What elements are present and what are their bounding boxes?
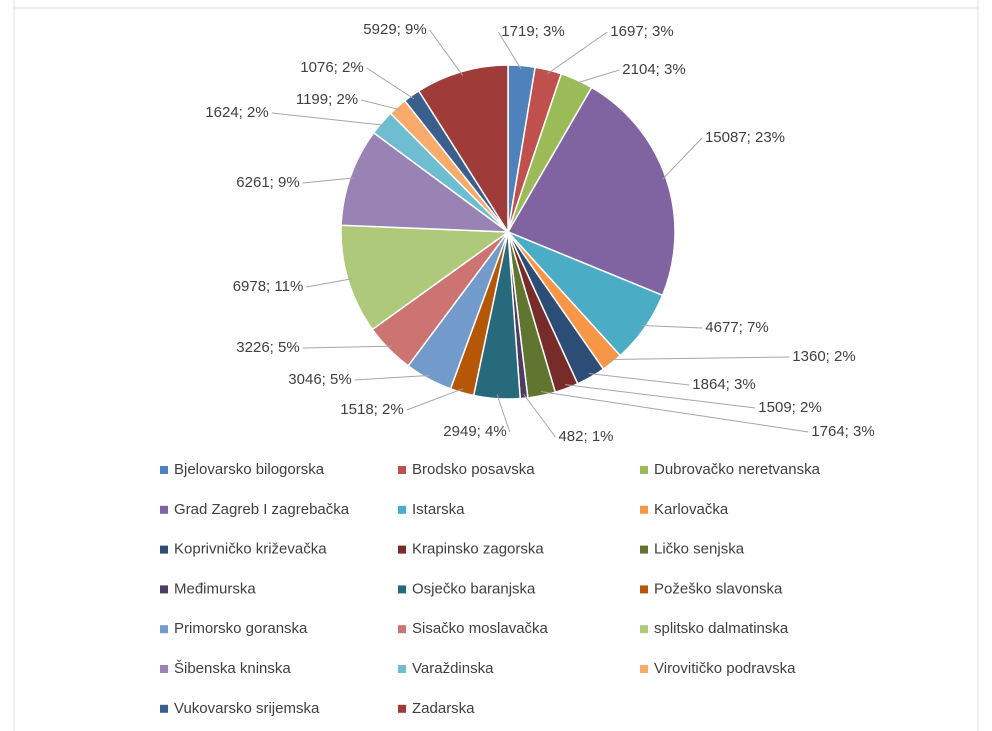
leader-line <box>302 345 392 349</box>
data-label: 4677; 7% <box>705 319 768 336</box>
legend-swatch <box>398 545 406 554</box>
legend-label: Varaždinska <box>412 660 494 677</box>
legend-label: Požeško slavonska <box>654 580 783 597</box>
legend-label: Vukovarsko srijemska <box>174 700 320 717</box>
legend-label: Dubrovačko neretvanska <box>654 461 821 478</box>
legend-label: Osječko baranjska <box>412 580 536 597</box>
legend-label: Koprivničko križevačka <box>174 541 327 558</box>
data-label: 6978; 11% <box>233 278 304 295</box>
data-label: 1864; 3% <box>692 376 755 393</box>
data-label: 5929; 9% <box>363 21 426 38</box>
pie-slice <box>417 64 509 235</box>
legend-swatch <box>398 625 406 634</box>
legend-swatch <box>640 585 648 594</box>
legend-swatch <box>398 665 406 673</box>
legend-swatch <box>398 466 406 474</box>
leader-line <box>496 394 511 433</box>
data-label: 1624; 2% <box>205 104 268 121</box>
data-label: 6261; 9% <box>236 174 299 191</box>
data-label: 2949; 4% <box>443 423 506 440</box>
legend-label: Krapinsko zagorska <box>412 541 544 558</box>
data-label: 1764; 3% <box>811 423 874 440</box>
legend-label: Virovitičko podravska <box>654 660 796 677</box>
leader-line <box>429 29 464 76</box>
leader-line <box>565 384 756 409</box>
data-label: 1199; 2% <box>296 91 358 108</box>
data-label: 482; 1% <box>558 428 613 445</box>
pie-slice <box>506 86 676 297</box>
legend-label: Ličko senjska <box>654 541 745 558</box>
leader-line <box>575 69 620 84</box>
legend-swatch <box>640 466 648 474</box>
data-label: 1509; 2% <box>758 399 821 416</box>
data-label: 1360; 2% <box>792 348 855 365</box>
legend-swatch <box>640 505 648 514</box>
data-label: 1518; 2% <box>340 401 403 418</box>
legend-swatch <box>640 665 648 673</box>
data-label: 1076; 2% <box>300 59 363 76</box>
legend-swatch <box>160 466 168 474</box>
legend-label: Istarska <box>412 501 465 518</box>
leader-line <box>547 31 608 75</box>
legend-swatch <box>160 585 168 594</box>
legend-label: Grad Zagreb I zagrebačka <box>174 501 350 518</box>
legend-label: Brodsko posavska <box>412 461 535 478</box>
leader-line <box>641 325 703 329</box>
leader-line <box>354 374 431 381</box>
legend-swatch <box>398 585 406 594</box>
data-label: 2104; 3% <box>622 61 685 78</box>
legend-label: Primorsko goranska <box>174 620 308 637</box>
leader-line <box>609 356 790 361</box>
legend-swatch <box>160 704 168 713</box>
legend-swatch <box>160 545 168 554</box>
pie-slice <box>340 131 511 233</box>
legend-swatch <box>160 665 168 673</box>
legend-swatch <box>640 625 648 634</box>
leader-line <box>497 31 522 70</box>
legend-label: Karlovačka <box>654 501 729 518</box>
leader-line <box>661 137 703 180</box>
legend-label: Zadarska <box>412 700 475 717</box>
leader-line <box>366 67 415 100</box>
leader-line <box>588 373 690 386</box>
data-label: 15087; 23% <box>705 129 785 146</box>
data-label: 3046; 5% <box>288 371 351 388</box>
data-label: 1697; 3% <box>610 23 673 40</box>
legend-swatch <box>640 545 648 554</box>
legend-label: Šibenska kninska <box>174 660 291 677</box>
legend-label: splitsko dalmatinska <box>654 620 789 637</box>
leader-line <box>540 391 809 433</box>
legend-swatch <box>160 505 168 514</box>
leader-line <box>361 99 401 111</box>
leader-line <box>406 388 464 411</box>
legend-label: Sisačko moslavačka <box>412 620 549 637</box>
leader-line <box>302 177 355 184</box>
leader-line <box>271 112 385 126</box>
leader-line <box>306 278 352 288</box>
legend-swatch <box>398 505 406 514</box>
data-label: 1719; 3% <box>501 23 564 40</box>
leader-line <box>523 393 556 438</box>
data-label: 3226; 5% <box>236 339 299 356</box>
legend-swatch <box>398 704 406 713</box>
legend-label: Bjelovarsko bilogorska <box>174 461 325 478</box>
legend-swatch <box>160 625 168 634</box>
legend-label: Međimurska <box>174 580 256 597</box>
